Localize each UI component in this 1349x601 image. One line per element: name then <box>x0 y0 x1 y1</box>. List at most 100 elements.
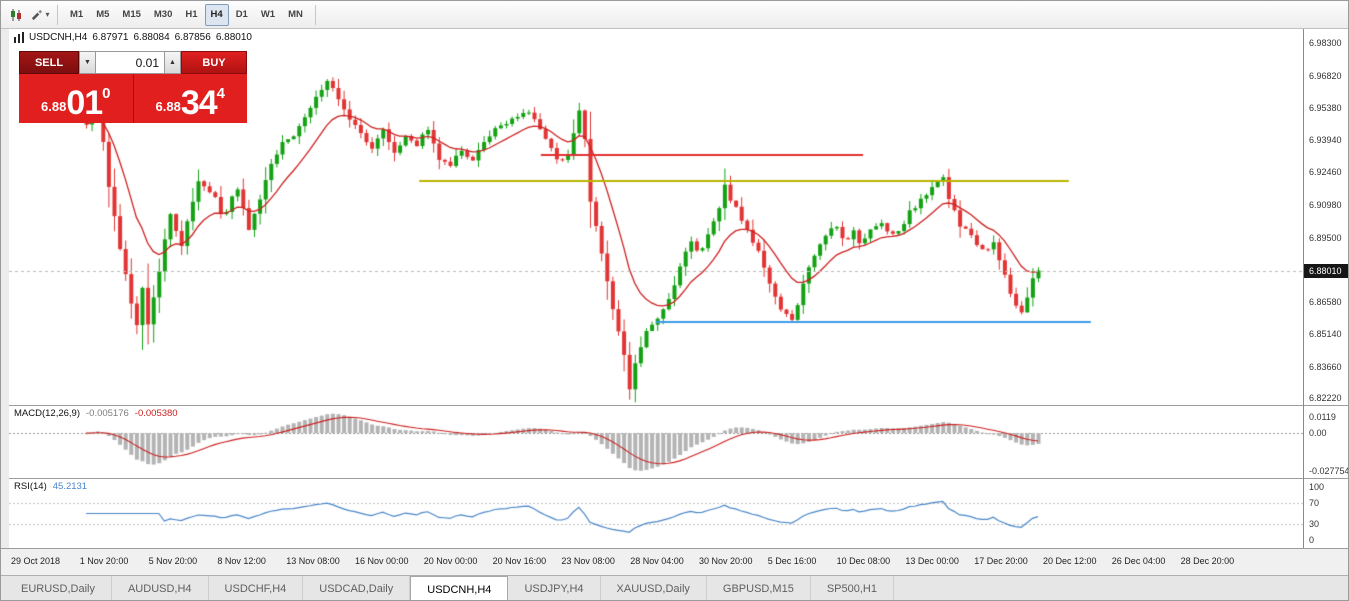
time-axis-label: 26 Dec 04:00 <box>1111 556 1166 566</box>
time-axis-label: 10 Dec 08:00 <box>836 556 891 566</box>
chart-area: USDCNH,H4 6.87971 6.88084 6.87856 6.8801… <box>1 29 1349 548</box>
bar-open: 6.87971 <box>92 32 129 43</box>
rsi-axis-label: 30 <box>1309 519 1320 530</box>
rsi-value: 45.2131 <box>52 481 88 492</box>
symbol-name: USDCNH,H4 <box>29 32 88 43</box>
main-chart-panel: USDCNH,H4 6.87971 6.88084 6.87856 6.8801… <box>9 29 1348 405</box>
buy-button[interactable]: BUY <box>181 51 247 74</box>
tab-gbpusd-m15[interactable]: GBPUSD,M15 <box>707 576 811 600</box>
timeframe-m1[interactable]: M1 <box>64 4 89 26</box>
timeframe-h4[interactable]: H4 <box>204 3 229 26</box>
lot-size-input[interactable] <box>96 51 164 74</box>
tab-usdjpy-h4[interactable]: USDJPY,H4 <box>508 576 601 600</box>
time-axis-label: 5 Dec 16:00 <box>767 556 817 566</box>
panel-divider[interactable] <box>9 405 1348 406</box>
price-axis-label: 6.95380 <box>1309 102 1342 113</box>
timeframe-m30[interactable]: M30 <box>148 4 178 26</box>
time-axis-label: 16 Nov 00:00 <box>355 556 409 566</box>
price-axis-label: 6.96820 <box>1309 71 1342 82</box>
bar-low: 6.87856 <box>174 32 211 43</box>
time-axis-label: 5 Nov 20:00 <box>148 556 198 566</box>
macd-axis-label: 0.00 <box>1309 428 1327 439</box>
time-axis-label: 29 Oct 2018 <box>11 556 61 566</box>
macd-axis-label: -0.027754 <box>1309 465 1349 476</box>
macd-value: -0.005176 <box>86 408 129 419</box>
timeframe-w1[interactable]: W1 <box>255 4 281 26</box>
time-axis-label: 28 Dec 20:00 <box>1180 556 1235 566</box>
toolbar-separator <box>314 4 316 25</box>
tab-audusd-h4[interactable]: AUDUSD,H4 <box>112 576 209 600</box>
tab-usdcnh-h4[interactable]: USDCNH,H4 <box>410 576 509 600</box>
rsi-label: RSI(14) 45.2131 <box>14 481 87 492</box>
trade-controls-row: SELL ▼ ▲ BUY <box>19 51 247 74</box>
bid-prefix: 6.88 <box>41 99 67 114</box>
ask-pipette: 4 <box>216 85 225 102</box>
lot-increase-button[interactable]: ▲ <box>164 51 181 74</box>
timeframe-h1[interactable]: H1 <box>179 4 203 26</box>
price-axis-label: 6.85140 <box>1309 328 1342 339</box>
timeframe-mn[interactable]: MN <box>282 4 309 26</box>
lot-decrease-button[interactable]: ▼ <box>79 51 96 74</box>
time-axis-label: 1 Nov 20:00 <box>79 556 129 566</box>
price-axis-label: 6.83660 <box>1309 361 1342 372</box>
timeframe-m5[interactable]: M5 <box>90 4 115 26</box>
price-axis-label: 6.92460 <box>1309 167 1342 178</box>
price-axis-label: 6.98300 <box>1309 38 1342 49</box>
bid-price[interactable]: 6.88 01 0 <box>19 74 134 123</box>
macd-signal-value: -0.005380 <box>134 408 178 419</box>
rsi-axis-label: 0 <box>1309 535 1315 545</box>
bar-high: 6.88084 <box>133 32 170 43</box>
symbol-chart-icon <box>14 32 24 43</box>
rsi-panel: RSI(14) 45.2131 100 70 30 0 <box>9 479 1348 548</box>
rsi-title: RSI(14) <box>14 481 47 492</box>
time-axis-label: 28 Nov 04:00 <box>630 556 684 566</box>
time-axis-label: 17 Dec 20:00 <box>974 556 1028 566</box>
macd-label: MACD(12,26,9) -0.005176 -0.005380 <box>14 408 178 419</box>
macd-title: MACD(12,26,9) <box>14 408 80 419</box>
time-axis-label: 20 Nov 00:00 <box>423 556 478 566</box>
toolbar: ▾ M1 M5 M15 M30 H1 H4 D1 W1 MN <box>1 1 1348 29</box>
time-axis-label: 8 Nov 12:00 <box>217 556 266 566</box>
ask-price[interactable]: 6.88 34 4 <box>134 74 248 123</box>
tab-usdcad-daily[interactable]: USDCAD,Daily <box>303 576 411 600</box>
tab-usdchf-h4[interactable]: USDCHF,H4 <box>209 576 304 600</box>
time-axis[interactable]: 29 Oct 2018 1 Nov 20:00 5 Nov 20:00 8 Nov 1… <box>1 548 1348 575</box>
time-axis-label: 30 Nov 20:00 <box>699 556 753 566</box>
panel-divider[interactable] <box>9 478 1348 479</box>
macd-axis-label: 0.0119 <box>1309 412 1336 422</box>
time-axis-label: 20 Nov 16:00 <box>492 556 547 566</box>
toolbar-separator <box>57 4 58 25</box>
rsi-axis-label: 100 <box>1309 482 1325 492</box>
price-axis-label: 6.82220 <box>1309 393 1342 404</box>
chart-tools-button[interactable]: ▾ <box>29 4 51 26</box>
time-axis-label: 13 Dec 00:00 <box>905 556 959 566</box>
bid-big-digits: 01 <box>66 84 103 123</box>
dropdown-arrow-icon: ▾ <box>45 10 50 19</box>
tab-xauusd-daily[interactable]: XAUUSD,Daily <box>601 576 707 600</box>
price-scale-border[interactable] <box>1303 29 1304 548</box>
trade-prices-row: 6.88 01 0 6.88 34 4 <box>19 74 247 123</box>
pencil-icon <box>32 9 43 21</box>
timeframe-bar: M1 M5 M15 M30 H1 H4 D1 W1 MN <box>64 3 309 26</box>
sell-button[interactable]: SELL <box>19 51 79 74</box>
current-price-tag: 6.88010 <box>1304 263 1348 278</box>
timeframe-m15[interactable]: M15 <box>116 4 146 26</box>
price-axis-label: 6.86580 <box>1309 297 1342 308</box>
symbol-info: USDCNH,H4 6.87971 6.88084 6.87856 6.8801… <box>14 32 252 43</box>
macd-panel: MACD(12,26,9) -0.005176 -0.005380 0.0119… <box>9 406 1349 478</box>
ask-big-digits: 34 <box>180 84 218 123</box>
tab-eurusd-daily[interactable]: EURUSD,Daily <box>5 576 112 600</box>
price-axis-label: 6.89500 <box>1309 232 1342 243</box>
tab-sp500-h1[interactable]: SP500,H1 <box>811 576 894 600</box>
chart-tabs-bar: EURUSD,Daily AUDUSD,H4 USDCHF,H4 USDCAD,Dai… <box>1 575 1348 600</box>
time-axis-label: 23 Nov 08:00 <box>561 556 615 566</box>
chart-window-button[interactable] <box>5 4 27 26</box>
bid-pipette: 0 <box>102 85 111 102</box>
rsi-chart[interactable] <box>9 479 1303 548</box>
bar-close: 6.88010 <box>215 32 252 43</box>
ask-prefix: 6.88 <box>155 99 181 114</box>
timeframe-d1[interactable]: D1 <box>230 4 254 26</box>
macd-chart[interactable] <box>9 406 1303 478</box>
